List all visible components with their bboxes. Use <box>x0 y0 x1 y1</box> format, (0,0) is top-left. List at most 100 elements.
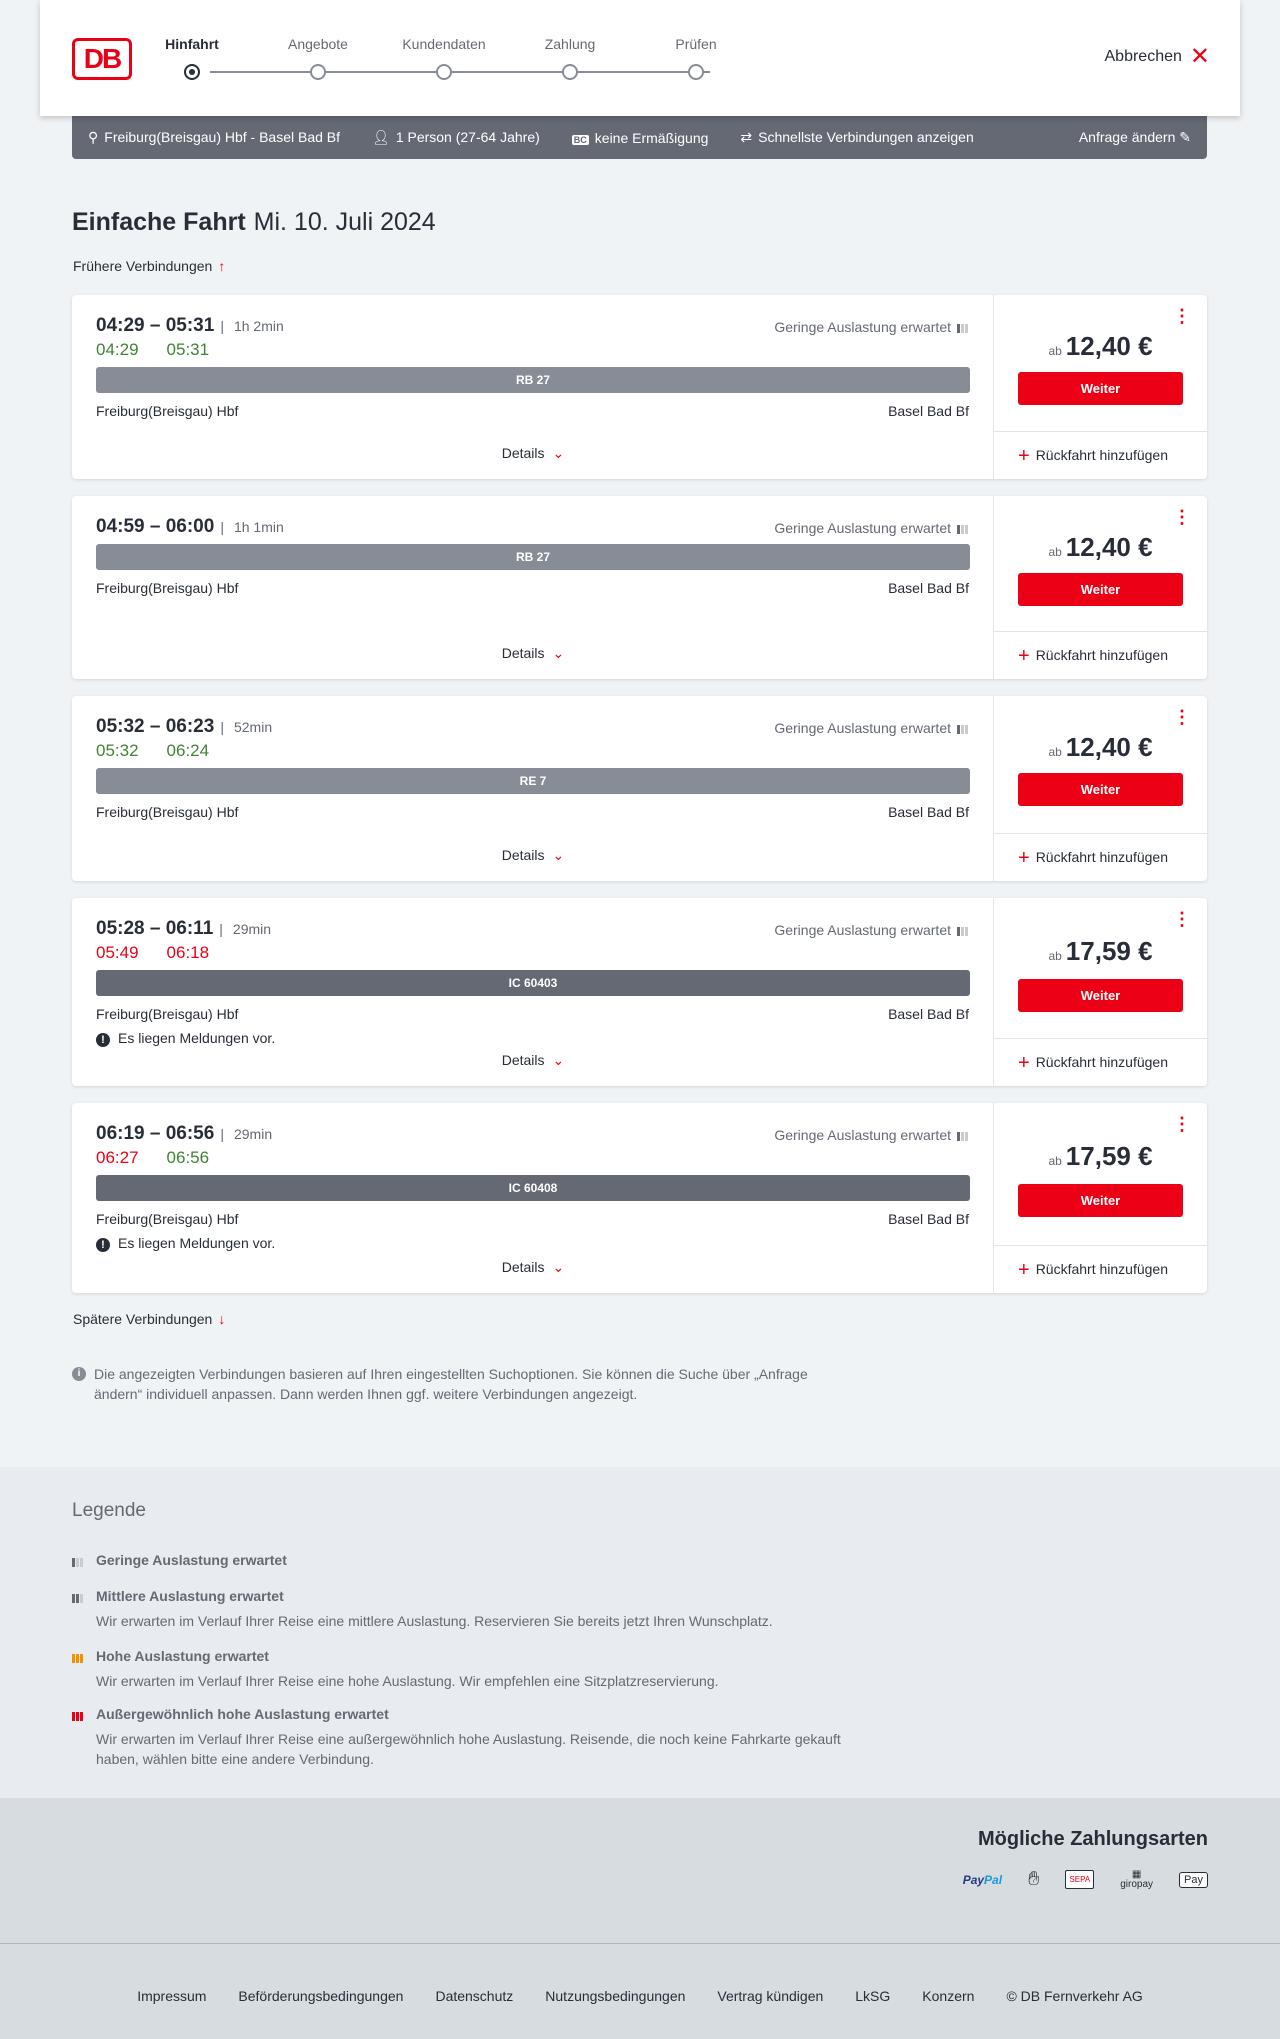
details-label: Details <box>501 847 545 863</box>
occupancy-icon <box>957 721 969 737</box>
more-options-icon[interactable]: ⋮ <box>1173 507 1191 527</box>
realtime-times: 04:29 05:31 <box>96 340 237 360</box>
occupancy-bar <box>957 525 960 534</box>
change-request-button[interactable]: Anfrage ändern ✎ <box>1079 129 1191 146</box>
add-return-trip-button[interactable]: + Rückfahrt hinzufügen <box>1018 1052 1168 1075</box>
pencil-icon: ✎ <box>1179 129 1191 145</box>
payment-section: Mögliche Zahlungsarten PayPal ✋︎ SEPA ▦ g… <box>0 1798 1280 1943</box>
close-icon: ✕ <box>1189 43 1210 70</box>
price: ab 17,59 € <box>994 1141 1207 1172</box>
continue-button[interactable]: Weiter <box>1018 372 1183 405</box>
connection-card: 05:32 – 06:23 52min Geringe Auslastung erw… <box>72 696 1207 881</box>
footer-link[interactable]: Konzern <box>922 1988 975 2004</box>
realtime-departure: 05:32 <box>96 741 139 760</box>
occupancy-icon <box>957 320 969 336</box>
footer-link[interactable]: Beförderungsbedingungen <box>238 1988 404 2004</box>
credit-card-icon: ✋︎ <box>1028 1868 1040 1890</box>
departure-arrival: 04:29 – 05:31 <box>96 315 215 336</box>
train-bar[interactable]: RE 7 <box>96 768 970 794</box>
message-notice[interactable]: ! Es liegen Meldungen vor. <box>96 1235 275 1252</box>
more-options-icon[interactable]: ⋮ <box>1173 1114 1191 1134</box>
price: ab 12,40 € <box>994 331 1207 362</box>
occupancy-bar <box>965 1132 968 1141</box>
chevron-down-icon: ⌄ <box>552 1259 565 1275</box>
message-notice[interactable]: ! Es liegen Meldungen vor. <box>96 1030 275 1047</box>
details-toggle[interactable]: Details ⌄ <box>72 847 994 864</box>
step-indicator <box>688 64 704 80</box>
legend-item: Geringe Auslastung erwartet <box>72 1552 872 1568</box>
departure-arrival: 05:28 – 06:11 <box>96 918 214 939</box>
details-toggle[interactable]: Details ⌄ <box>72 1052 994 1069</box>
continue-button[interactable]: Weiter <box>1018 979 1183 1012</box>
occupancy-bar <box>957 324 960 333</box>
realtime-times: 05:32 06:24 <box>96 741 237 761</box>
person-icon: 👤︎ <box>372 129 390 145</box>
more-options-icon[interactable]: ⋮ <box>1173 909 1191 929</box>
cancel-button[interactable]: Abbrechen ✕ <box>1105 43 1211 70</box>
occupancy-bar <box>961 324 964 333</box>
more-options-icon[interactable]: ⋮ <box>1173 707 1191 727</box>
add-return-trip-button[interactable]: + Rückfahrt hinzufügen <box>1018 1259 1168 1282</box>
price: ab 17,59 € <box>994 936 1207 967</box>
legend-title: Legende <box>72 1500 146 1521</box>
divider <box>994 1245 1207 1246</box>
add-return-trip-button[interactable]: + Rückfahrt hinzufügen <box>1018 445 1168 468</box>
db-logo[interactable]: DB <box>72 38 132 80</box>
details-label: Details <box>501 645 545 661</box>
plus-icon: + <box>1018 1052 1030 1074</box>
traveller-text: 1 Person (27-64 Jahre) <box>395 129 540 145</box>
alert-icon: ! <box>96 1033 110 1047</box>
plus-icon: + <box>1018 445 1030 467</box>
footer-link[interactable]: Nutzungsbedingungen <box>545 1988 686 2004</box>
footer-link[interactable]: Datenschutz <box>435 1988 514 2004</box>
details-toggle[interactable]: Details ⌄ <box>72 1259 994 1276</box>
price: ab 12,40 € <box>994 732 1207 763</box>
continue-button[interactable]: Weiter <box>1018 573 1183 606</box>
earlier-connections-link[interactable]: Frühere Verbindungen ↑ <box>73 258 225 274</box>
occupancy-label: Geringe Auslastung erwartet <box>774 1127 969 1144</box>
page-title: Einfache Fahrt Mi. 10. Juli 2024 <box>72 208 436 237</box>
details-toggle[interactable]: Details ⌄ <box>72 445 994 462</box>
details-label: Details <box>501 445 545 461</box>
duration: 29min <box>220 1126 272 1142</box>
info-icon: i <box>72 1367 86 1381</box>
continue-button[interactable]: Weiter <box>1018 773 1183 806</box>
realtime-departure: 04:29 <box>96 340 139 359</box>
later-connections-link[interactable]: Spätere Verbindungen ↓ <box>73 1311 225 1327</box>
occupancy-bar <box>965 725 968 734</box>
step-indicator <box>184 64 200 80</box>
add-return-trip-button[interactable]: + Rückfahrt hinzufügen <box>1018 645 1168 668</box>
alert-icon: ! <box>96 1238 110 1252</box>
duration: 52min <box>220 719 272 735</box>
fastest-toggle[interactable]: ⇄ Schnellste Verbindungen anzeigen <box>740 129 973 146</box>
occupancy-bar <box>965 927 968 936</box>
footer-link[interactable]: LkSG <box>855 1988 891 2004</box>
step-angebote: Angebote <box>288 36 348 52</box>
divider <box>994 833 1207 834</box>
route-summary: ⚲ Freiburg(Breisgau) Hbf - Basel Bad Bf <box>88 129 340 146</box>
footer-link[interactable]: Vertrag kündigen <box>717 1988 824 2004</box>
train-bar[interactable]: RB 27 <box>96 367 970 393</box>
connection-card: 04:59 – 06:00 1h 1min Geringe Auslastung e… <box>72 496 1207 679</box>
price-prefix: ab <box>1048 344 1062 358</box>
arrow-up-icon: ↑ <box>218 258 226 274</box>
legend-item: Außergewöhnlich hohe Auslastung erwartet… <box>72 1706 872 1769</box>
discount-summary: BC keine Ermäßigung <box>571 130 708 146</box>
more-options-icon[interactable]: ⋮ <box>1173 306 1191 326</box>
continue-button[interactable]: Weiter <box>1018 1184 1183 1217</box>
train-bar[interactable]: RB 27 <box>96 544 970 570</box>
connection-info: 04:59 – 06:00 1h 1min Geringe Auslastung e… <box>72 496 994 679</box>
price: ab 12,40 € <box>994 532 1207 563</box>
add-return-trip-button[interactable]: + Rückfahrt hinzufügen <box>1018 847 1168 870</box>
footer-link[interactable]: Impressum <box>137 1988 207 2004</box>
destination-station: Basel Bad Bf <box>888 403 969 419</box>
duration: 1h 1min <box>220 519 283 535</box>
realtime-times: 05:49 06:18 <box>96 943 237 963</box>
occupancy-bar <box>965 525 968 534</box>
later-label: Spätere Verbindungen <box>73 1311 213 1327</box>
train-bar[interactable]: IC 60408 <box>96 1175 970 1201</box>
details-toggle[interactable]: Details ⌄ <box>72 645 994 662</box>
price-value: 12,40 € <box>1065 732 1153 762</box>
occupancy-bar <box>957 725 960 734</box>
train-bar[interactable]: IC 60403 <box>96 970 970 996</box>
